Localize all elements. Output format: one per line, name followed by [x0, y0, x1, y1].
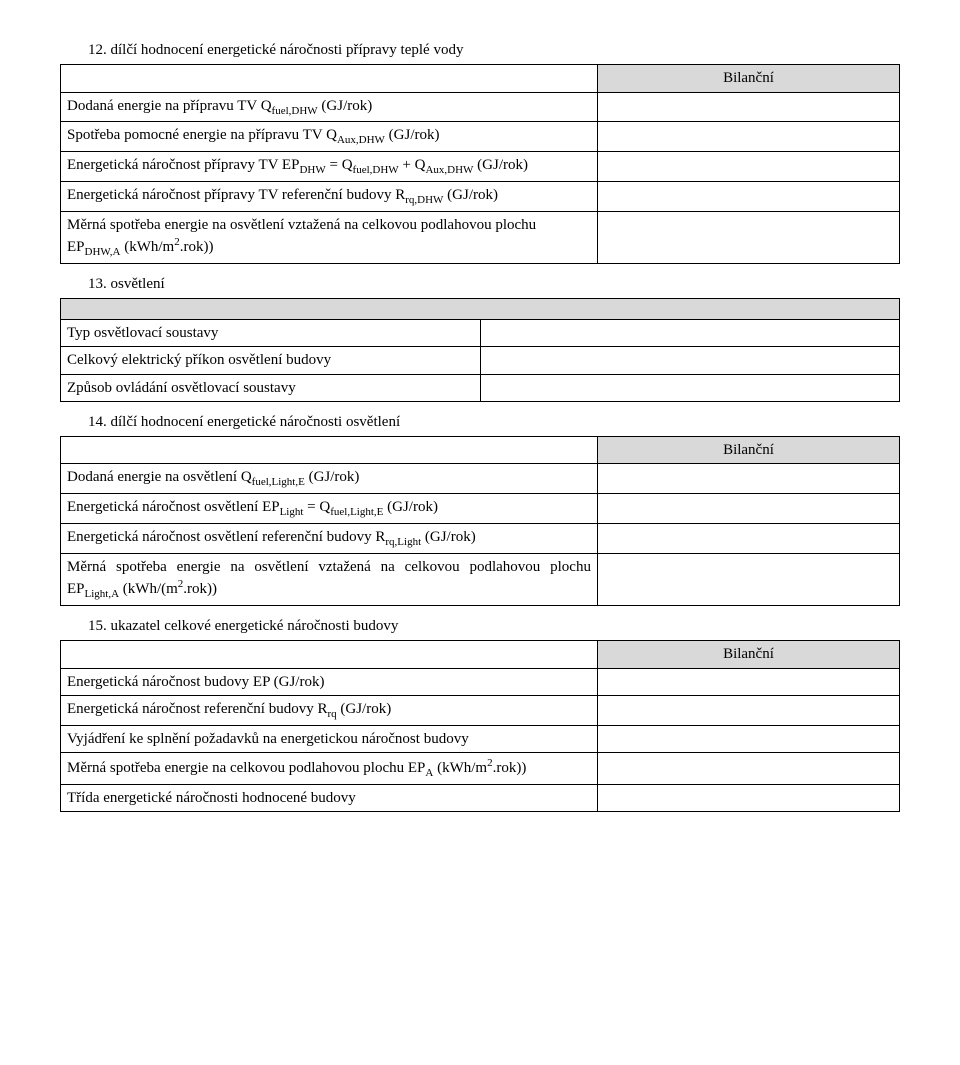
table-row-label: Energetická náročnost referenční budovy …: [61, 695, 598, 725]
table-12-header: Bilanční: [597, 65, 899, 92]
table-12: Bilanční Dodaná energie na přípravu TV Q…: [60, 64, 900, 264]
table-row-label: Dodaná energie na přípravu TV Qfuel,DHW …: [61, 92, 598, 122]
table-row-label: Způsob ovládání osvětlovací soustavy: [61, 374, 481, 401]
table-row-value: [597, 695, 899, 725]
table-12-spacer: [61, 65, 598, 92]
table-row-label: Energetická náročnost přípravy TV EPDHW …: [61, 152, 598, 182]
table-row-value: [480, 320, 900, 347]
table-14-header: Bilanční: [597, 437, 899, 464]
table-14: Bilanční Dodaná energie na osvětlení Qfu…: [60, 436, 900, 606]
table-row-label: Energetická náročnost osvětlení EPLight …: [61, 494, 598, 524]
table-row-value: [597, 784, 899, 811]
table-row-label: Měrná spotřeba energie na celkovou podla…: [61, 752, 598, 784]
table-15-header: Bilanční: [597, 641, 899, 668]
table-row-value: [597, 725, 899, 752]
section-14-title: 14. dílčí hodnocení energetické náročnos…: [88, 412, 900, 432]
table-row-value: [597, 668, 899, 695]
table-row-value: [597, 464, 899, 494]
table-row-value: [597, 152, 899, 182]
section-13-title: 13. osvětlení: [88, 274, 900, 294]
table-row-value: [480, 374, 900, 401]
table-row-value: [597, 211, 899, 263]
table-row-label: Celkový elektrický příkon osvětlení budo…: [61, 347, 481, 374]
section-15-title: 15. ukazatel celkové energetické náročno…: [88, 616, 900, 636]
table-row-label: Energetická náročnost budovy EP (GJ/rok): [61, 668, 598, 695]
table-row-label: Dodaná energie na osvětlení Qfuel,Light,…: [61, 464, 598, 494]
table-row-label: Typ osvětlovací soustavy: [61, 320, 481, 347]
table-row-value: [597, 494, 899, 524]
section-12-title: 12. dílčí hodnocení energetické náročnos…: [88, 40, 900, 60]
table-14-spacer: [61, 437, 598, 464]
table-row-label: Energetická náročnost osvětlení referenč…: [61, 524, 598, 554]
table-row-label: Třída energetické náročnosti hodnocené b…: [61, 784, 598, 811]
table-row-value: [597, 752, 899, 784]
table-row-label: Měrná spotřeba energie na osvětlení vzta…: [61, 211, 598, 263]
table-row-label: Energetická náročnost přípravy TV refere…: [61, 182, 598, 212]
table-13-header: [61, 299, 900, 320]
table-row-value: [597, 554, 899, 606]
table-15-spacer: [61, 641, 598, 668]
table-row-label: Měrná spotřeba energie na osvětlení vzta…: [61, 554, 598, 606]
table-row-value: [597, 92, 899, 122]
table-row-label: Spotřeba pomocné energie na přípravu TV …: [61, 122, 598, 152]
table-row-value: [597, 524, 899, 554]
table-15: Bilanční Energetická náročnost budovy EP…: [60, 640, 900, 812]
table-row-label: Vyjádření ke splnění požadavků na energe…: [61, 725, 598, 752]
table-row-value: [597, 122, 899, 152]
table-row-value: [597, 182, 899, 212]
table-13: Typ osvětlovací soustavy Celkový elektri…: [60, 298, 900, 402]
table-row-value: [480, 347, 900, 374]
